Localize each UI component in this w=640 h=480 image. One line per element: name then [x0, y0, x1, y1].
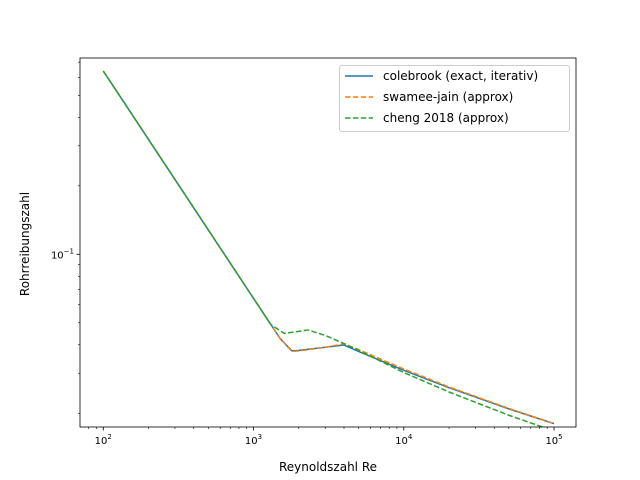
legend-box [339, 65, 570, 132]
series-line-2 [102, 70, 555, 425]
legend-label-3: cheng 2018 (approx) [383, 111, 509, 125]
x-tick-label: 105 [545, 433, 562, 447]
y-tick-label: 10−1 [51, 247, 74, 261]
plot-lines [102, 70, 555, 427]
y-tick-label-base: 10 [51, 250, 64, 261]
x-tick-label-exponent: 3 [258, 433, 262, 441]
y-tick-label-exponent: −1 [64, 247, 74, 255]
x-tick-label-exponent: 5 [558, 433, 562, 441]
legend-label-2: swamee-jain (approx) [383, 90, 513, 104]
x-tick-label-base: 10 [95, 436, 108, 447]
x-tick-label-base: 10 [245, 436, 258, 447]
x-tick-label-exponent: 2 [107, 433, 111, 441]
axes-frame [79, 57, 577, 428]
series-line-3 [102, 70, 545, 427]
y-axis-label: Rohrreibungszahl [18, 192, 32, 296]
x-tick-label-exponent: 4 [408, 433, 413, 441]
x-axis-label: Reynoldszahl Re [279, 460, 377, 474]
x-tick-label-base: 10 [395, 436, 408, 447]
x-tick-label: 102 [95, 433, 112, 447]
x-tick-label: 103 [245, 433, 262, 447]
x-tick-label: 104 [395, 433, 413, 447]
legend: colebrook (exact, iterativ) swamee-jain (… [339, 65, 570, 132]
legend-label-1: colebrook (exact, iterativ) [383, 69, 538, 83]
x-tick-label-base: 10 [545, 436, 558, 447]
